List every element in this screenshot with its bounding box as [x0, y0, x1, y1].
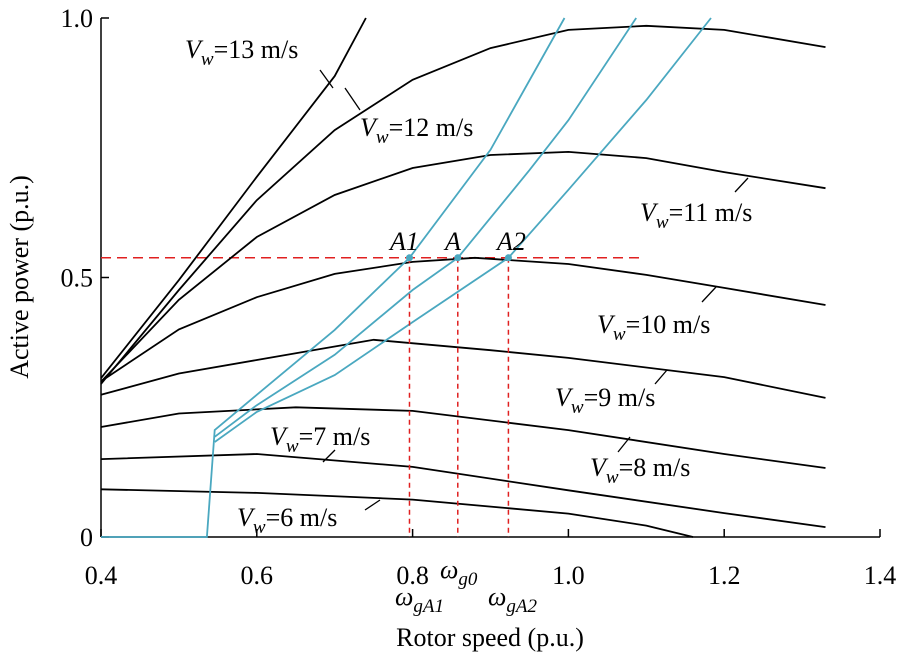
curve-label: Vw=6 m/s [237, 503, 337, 538]
label-subscript: w [606, 467, 619, 488]
x-tick-label: 1.0 [552, 561, 585, 590]
point-label: A2 [495, 227, 526, 256]
operating-point [454, 254, 462, 262]
curve [100, 406, 826, 469]
label-text: =8 m/s [619, 453, 691, 482]
curve-label: Vw=8 m/s [590, 453, 690, 488]
omega-subscript: gA1 [413, 596, 444, 617]
label-symbol: V [597, 310, 616, 339]
x-tick-label: 0.4 [85, 561, 118, 590]
curve-label: Vw=11 m/s [640, 198, 752, 233]
x-tick-label: 0.6 [241, 561, 274, 590]
label-text: =7 m/s [299, 422, 371, 451]
label-symbol: V [360, 113, 379, 142]
x-tick-label: 1.2 [708, 561, 741, 590]
leader-line [701, 286, 717, 303]
y-tick-label: 0 [80, 523, 93, 552]
curve [101, 17, 566, 538]
omega-symbol: ω [488, 582, 506, 611]
x-axis-label: Rotor speed (p.u.) [396, 623, 584, 652]
omega-symbol: ω [395, 582, 413, 611]
y-axis-label: Active power (p.u.) [5, 175, 34, 379]
x-tick-label: 0.8 [396, 561, 429, 590]
label-subscript: w [571, 397, 584, 418]
label-symbol: V [185, 35, 204, 64]
curve [100, 488, 694, 538]
curve [100, 17, 367, 379]
label-text: =9 m/s [584, 383, 656, 412]
leader-line [617, 436, 631, 453]
operating-point [504, 254, 512, 262]
label-subscript: w [656, 212, 669, 233]
omega-label: ωgA1 [395, 582, 444, 617]
omega-label: ωgA2 [488, 582, 537, 617]
label-subscript: w [613, 324, 626, 345]
y-tick-label: 1.0 [61, 4, 94, 33]
leader-line [654, 369, 668, 385]
leader-line [319, 69, 334, 89]
curve-label: Vw=13 m/s [185, 35, 298, 70]
curve [100, 256, 826, 383]
curve [100, 338, 826, 399]
curve [214, 17, 637, 438]
label-symbol: V [270, 422, 289, 451]
point-label: A [443, 227, 461, 256]
leader-line [364, 499, 381, 511]
label-subscript: w [286, 436, 299, 457]
y-tick-label: 0.5 [61, 264, 94, 293]
curve [100, 453, 826, 528]
curve-label: Vw=10 m/s [597, 310, 710, 345]
x-tick-label: 1.4 [864, 561, 897, 590]
leader-line [344, 87, 361, 111]
label-subscript: w [201, 49, 214, 70]
omega-label: ωg0 [440, 555, 478, 590]
label-symbol: V [590, 453, 609, 482]
label-symbol: V [640, 198, 659, 227]
curve [100, 24, 826, 385]
leader-line [322, 449, 336, 463]
point-label: A1 [388, 227, 419, 256]
leader-line [734, 177, 749, 193]
curve-label: Vw=12 m/s [360, 113, 473, 148]
label-text: =10 m/s [626, 310, 711, 339]
omega-subscript: gA2 [506, 596, 537, 617]
label-symbol: V [237, 503, 256, 532]
label-text: =12 m/s [389, 113, 474, 142]
label-subscript: w [253, 517, 266, 538]
label-text: =11 m/s [669, 198, 753, 227]
omega-symbol: ω [440, 555, 458, 584]
label-text: =13 m/s [214, 35, 299, 64]
operating-point [405, 254, 413, 262]
curve [214, 17, 712, 443]
label-symbol: V [555, 383, 574, 412]
curve-label: Vw=9 m/s [555, 383, 655, 418]
curve-label: Vw=7 m/s [270, 422, 370, 457]
curve [100, 150, 826, 383]
label-text: =6 m/s [266, 503, 338, 532]
omega-subscript: g0 [458, 569, 478, 590]
label-subscript: w [376, 127, 389, 148]
